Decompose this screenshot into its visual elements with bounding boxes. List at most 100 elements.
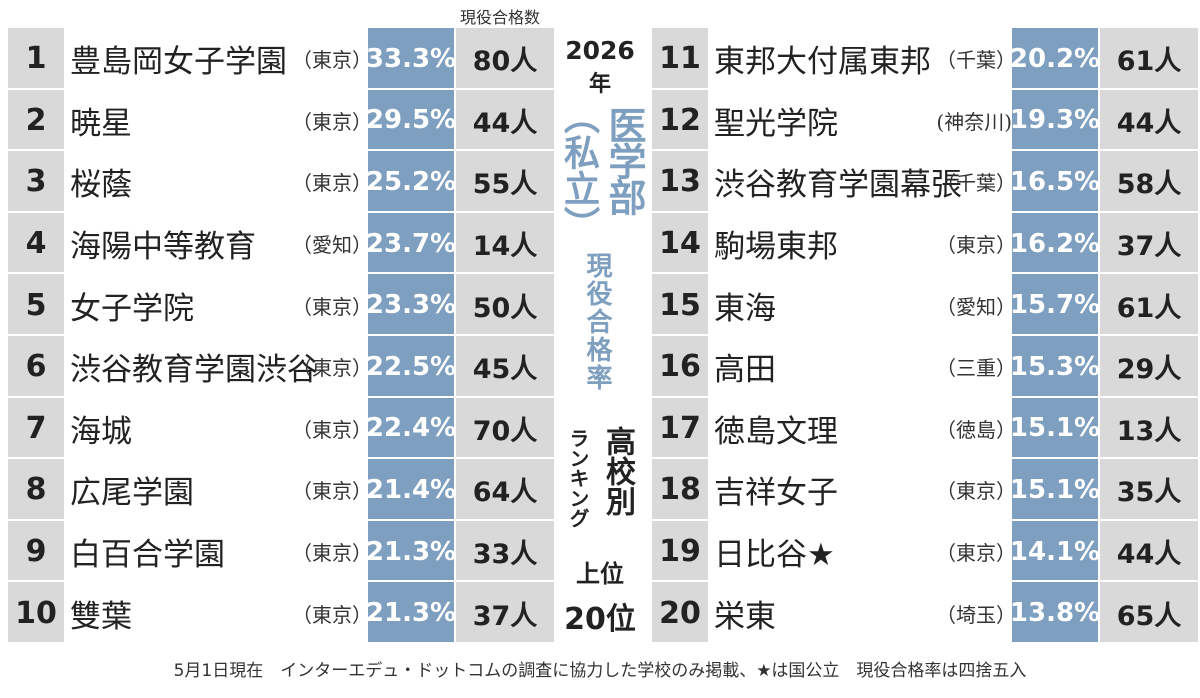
pass-count-cell: 44人	[1100, 520, 1198, 583]
pass-count-cell: 65人	[1100, 582, 1198, 644]
school-name: 雙葉	[70, 598, 132, 635]
table-row: 2 暁星 （東京） 29.5% 44人	[8, 89, 554, 152]
prefecture-label: （東京）	[292, 109, 372, 134]
pass-count-cell: 70人	[456, 397, 554, 460]
prefecture-label: （東京）	[292, 417, 372, 442]
pass-rate-cell: 21.4%	[366, 459, 456, 521]
prefecture-label: （千葉）	[936, 171, 1016, 196]
row-divider	[8, 518, 554, 521]
table-row: 19 日比谷★ （東京） 14.1% 44人	[652, 520, 1198, 583]
prefecture-label: （東京）	[292, 541, 372, 566]
prefecture-label: （東京）	[292, 294, 372, 319]
prefecture-label: （三重）	[936, 356, 1016, 381]
pass-rate-cell: 21.3%	[366, 582, 456, 644]
table-row: 8 広尾学園 （東京） 21.4% 64人	[8, 459, 554, 521]
school-name: 渋谷教育学園渋谷	[70, 352, 318, 389]
row-divider	[652, 641, 1198, 644]
pass-rate-cell: 15.3%	[1010, 335, 1100, 398]
rank-cell: 19	[652, 520, 708, 583]
prefecture-label: （徳島）	[936, 417, 1016, 442]
pass-count-cell: 37人	[1100, 212, 1198, 275]
school-name: 聖光学院	[714, 105, 838, 142]
prefecture-label: （千葉）	[936, 48, 1016, 73]
school-name: 女子学院	[70, 290, 194, 327]
row-divider	[8, 395, 554, 398]
prefecture-label: （東京）	[936, 233, 1016, 258]
pass-rate-cell: 15.1%	[1010, 459, 1100, 521]
title-year: 2026	[565, 36, 635, 65]
rank-cell: 13	[652, 151, 708, 213]
school-name: 海城	[70, 413, 132, 450]
rank-cell: 18	[652, 459, 708, 521]
ranking-table-right: 11 東邦大付属東邦 （千葉） 20.2% 61人 12 聖光学院 (神奈川) 19.3% 44人…	[652, 28, 1198, 644]
school-name: 広尾学園	[70, 475, 194, 512]
table-row: 6 渋谷教育学園渋谷 （東京） 22.5% 45人	[8, 335, 554, 398]
row-divider	[8, 149, 554, 152]
pass-rate-cell: 22.4%	[366, 397, 456, 460]
rank-cell: 3	[8, 151, 64, 213]
prefecture-label: （東京）	[292, 602, 372, 627]
rank-cell: 14	[652, 212, 708, 275]
pass-rate-cell: 20.2%	[1010, 28, 1100, 90]
pass-rate-cell: 13.8%	[1010, 582, 1100, 644]
school-name: 海陽中等教育	[70, 229, 256, 266]
pass-rate-cell: 16.2%	[1010, 212, 1100, 275]
rank-cell: 17	[652, 397, 708, 460]
pass-rate-cell: 16.5%	[1010, 151, 1100, 213]
school-name: 吉祥女子	[714, 475, 838, 512]
prefecture-label: （埼玉）	[936, 602, 1016, 627]
row-divider	[652, 210, 1198, 213]
count-column-header: 現役合格数	[459, 8, 540, 27]
prefecture-label: （愛知）	[936, 294, 1016, 319]
ranking-table-left: 1 豊島岡女子学園 （東京） 33.3% 80人 2 暁星 （東京） 29.5% 44人 3 桜蔭 （東…	[8, 28, 554, 644]
row-divider	[652, 333, 1198, 336]
school-name: 高田	[714, 352, 776, 389]
pass-rate-cell: 19.3%	[1010, 89, 1100, 152]
pass-rate-cell: 15.1%	[1010, 397, 1100, 460]
table-row: 7 海城 （東京） 22.4% 70人	[8, 397, 554, 460]
rank-cell: 16	[652, 335, 708, 398]
footnote: 5月1日現在 インターエデュ・ドットコムの調査に協力した学校のみ掲載、★は国公立…	[173, 661, 1027, 681]
row-divider	[652, 272, 1198, 275]
prefecture-label: （東京）	[936, 479, 1016, 504]
prefecture-label: （東京）	[292, 48, 372, 73]
pass-count-cell: 50人	[456, 274, 554, 336]
row-divider	[652, 395, 1198, 398]
row-divider	[8, 580, 554, 583]
school-name: 桜蔭	[70, 167, 132, 204]
prefecture-label: （東京）	[292, 479, 372, 504]
pass-rate-cell: 23.3%	[366, 274, 456, 336]
school-name: 日比谷★	[714, 537, 835, 574]
pass-count-cell: 35人	[1100, 459, 1198, 521]
pass-count-cell: 44人	[456, 89, 554, 152]
rank-cell: 12	[652, 89, 708, 152]
row-divider	[652, 457, 1198, 460]
rank-cell: 11	[652, 28, 708, 90]
title-metric: 現役合格率	[582, 252, 612, 392]
pass-rate-cell: 23.7%	[366, 212, 456, 275]
table-row: 18 吉祥女子 （東京） 15.1% 35人	[652, 459, 1198, 521]
table-row: 10 雙葉 （東京） 21.3% 37人	[8, 582, 554, 644]
school-name: 暁星	[70, 105, 132, 142]
pass-count-cell: 14人	[456, 212, 554, 275]
table-row: 1 豊島岡女子学園 （東京） 33.3% 80人	[8, 28, 554, 90]
pass-count-cell: 80人	[456, 28, 554, 90]
title-subcategory: （私立）	[558, 98, 599, 242]
table-row: 15 東海 （愛知） 15.7% 61人	[652, 274, 1198, 336]
pass-count-cell: 37人	[456, 582, 554, 644]
pass-count-cell: 13人	[1100, 397, 1198, 460]
pass-count-cell: 45人	[456, 335, 554, 398]
title-category: 医学部	[602, 106, 646, 214]
table-row: 12 聖光学院 (神奈川) 19.3% 44人	[652, 89, 1198, 152]
title-top-n: 20位	[564, 602, 636, 637]
table-row: 17 徳島文理 （徳島） 15.1% 13人	[652, 397, 1198, 460]
pass-rate-cell: 25.2%	[366, 151, 456, 213]
prefecture-label: （愛知）	[292, 233, 372, 258]
pass-rate-cell: 14.1%	[1010, 520, 1100, 583]
rank-cell: 10	[8, 582, 64, 644]
rank-cell: 15	[652, 274, 708, 336]
rank-cell: 8	[8, 459, 64, 521]
rank-cell: 6	[8, 335, 64, 398]
pass-rate-cell: 29.5%	[366, 89, 456, 152]
title-block: 2026 年 （私立） 医学部 現役合格率 高校別 ランキング 上位 20位	[554, 28, 646, 638]
